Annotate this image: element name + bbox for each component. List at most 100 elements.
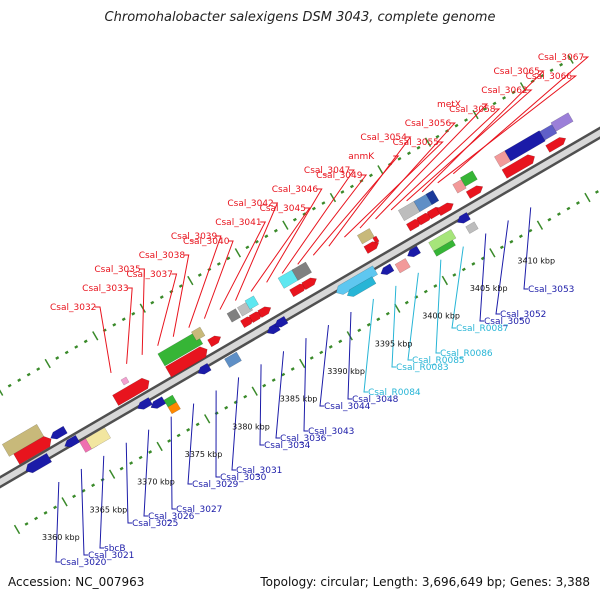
upper-gene-label: Csal_3058 bbox=[449, 105, 496, 115]
tick-mark bbox=[329, 192, 337, 203]
tick-mark bbox=[461, 267, 466, 272]
leader-line bbox=[451, 246, 464, 329]
tick-mark bbox=[13, 524, 21, 535]
tick-mark bbox=[197, 273, 202, 277]
tick-mark bbox=[441, 275, 449, 286]
tick-mark bbox=[224, 405, 229, 410]
gene-feature bbox=[539, 124, 558, 141]
tick-mark bbox=[251, 386, 258, 396]
genome-summary-text: Topology: circular; Length: 3,696,649 bp… bbox=[260, 575, 590, 589]
tick-mark bbox=[53, 505, 58, 510]
gene-feature bbox=[157, 331, 204, 367]
tick-mark bbox=[55, 356, 60, 360]
lower-gene-label: Csal_R0087 bbox=[456, 324, 509, 334]
tick-mark bbox=[518, 234, 523, 239]
leader-line bbox=[219, 221, 267, 310]
tick-mark bbox=[452, 273, 457, 277]
tick-mark bbox=[36, 367, 41, 371]
lower-tick-track bbox=[13, 190, 599, 535]
leader-line bbox=[319, 325, 329, 407]
gene-feature bbox=[504, 130, 546, 162]
lower-gene-label: Csal_R0084 bbox=[368, 388, 421, 398]
tick-mark bbox=[584, 192, 591, 203]
gene-feature bbox=[64, 434, 80, 448]
tick-mark bbox=[416, 145, 421, 150]
leader-line bbox=[172, 254, 190, 337]
leader-line bbox=[126, 287, 133, 364]
tick-mark bbox=[34, 516, 39, 521]
lower-gene-label: Csal_3050 bbox=[484, 317, 531, 327]
upper-gene-label: anmK bbox=[348, 152, 375, 162]
lower-gene-label: Csal_3044 bbox=[324, 402, 371, 412]
gene-feature bbox=[291, 261, 313, 281]
leader-line bbox=[495, 220, 509, 315]
gene-feature bbox=[433, 239, 456, 257]
tick-mark bbox=[357, 328, 362, 333]
map-title: Chromohalobacter salexigens DSM 3043, co… bbox=[104, 10, 496, 25]
tick-mark bbox=[138, 455, 143, 460]
leader-line bbox=[259, 364, 264, 446]
lower-gene-label: Csal_3021 bbox=[88, 551, 134, 561]
tick-mark bbox=[292, 217, 297, 222]
upper-gene-label: Csal_3033 bbox=[82, 284, 128, 294]
upper-gene-label: Csal_3066 bbox=[526, 72, 573, 82]
leader-line bbox=[375, 103, 489, 220]
tick-mark bbox=[245, 245, 250, 250]
tick-mark bbox=[92, 331, 99, 341]
tick-mark bbox=[176, 433, 181, 438]
tick-mark bbox=[204, 414, 211, 424]
upper-gene-label: Csal_3056 bbox=[405, 119, 452, 129]
tick-mark bbox=[404, 300, 409, 305]
leader-line bbox=[359, 122, 456, 229]
tick-mark bbox=[594, 190, 599, 194]
tick-mark bbox=[368, 173, 373, 178]
tick-mark bbox=[424, 137, 432, 147]
leader-line bbox=[99, 455, 105, 549]
lower-gene-label: Csal_R0085 bbox=[412, 356, 465, 366]
tick-mark bbox=[44, 358, 51, 369]
tick-mark bbox=[406, 151, 411, 156]
tick-mark bbox=[528, 228, 533, 233]
tick-mark bbox=[234, 248, 242, 258]
gene-feature bbox=[545, 137, 567, 153]
tick-mark bbox=[7, 383, 12, 388]
upper-gene-label: Csal_3047 bbox=[304, 166, 350, 176]
tick-mark bbox=[119, 466, 124, 471]
gene-feature bbox=[191, 326, 206, 341]
tick-mark bbox=[385, 311, 390, 316]
gene-feature bbox=[394, 258, 411, 274]
lower-gene-label: Csal_3048 bbox=[352, 395, 399, 405]
tick-mark bbox=[435, 134, 440, 139]
tick-mark bbox=[511, 90, 516, 95]
tick-mark bbox=[0, 386, 4, 396]
kbp-label: 3405 kbp bbox=[470, 284, 508, 293]
tick-mark bbox=[156, 441, 163, 452]
lower-gene-label: Csal_3027 bbox=[176, 505, 222, 515]
leader-line bbox=[143, 429, 150, 517]
tick-mark bbox=[108, 469, 116, 479]
gene-feature bbox=[244, 295, 259, 310]
tick-mark bbox=[262, 383, 267, 388]
tick-mark bbox=[499, 245, 504, 250]
tick-mark bbox=[556, 212, 561, 216]
leader-line bbox=[406, 89, 533, 202]
kbp-label: 3375 kbp bbox=[185, 450, 223, 459]
tick-mark bbox=[397, 156, 402, 161]
lower-gene-label: Csal_3043 bbox=[308, 427, 354, 437]
tick-mark bbox=[536, 220, 544, 230]
tick-mark bbox=[226, 256, 231, 261]
tick-mark bbox=[471, 262, 476, 266]
upper-gene-label: Csal_3038 bbox=[139, 251, 186, 261]
tick-mark bbox=[273, 228, 278, 233]
genome-backbone bbox=[0, 126, 600, 489]
gene-feature bbox=[346, 276, 377, 297]
tick-mark bbox=[187, 275, 194, 286]
gene-feature bbox=[436, 202, 454, 217]
gene-feature bbox=[465, 221, 479, 234]
lower-gene-label: Csal_3036 bbox=[280, 434, 327, 444]
gene-feature bbox=[120, 376, 130, 386]
leader-line bbox=[407, 272, 419, 361]
tick-mark bbox=[549, 68, 554, 73]
leader-line bbox=[187, 403, 195, 485]
gene-feature bbox=[85, 427, 112, 450]
